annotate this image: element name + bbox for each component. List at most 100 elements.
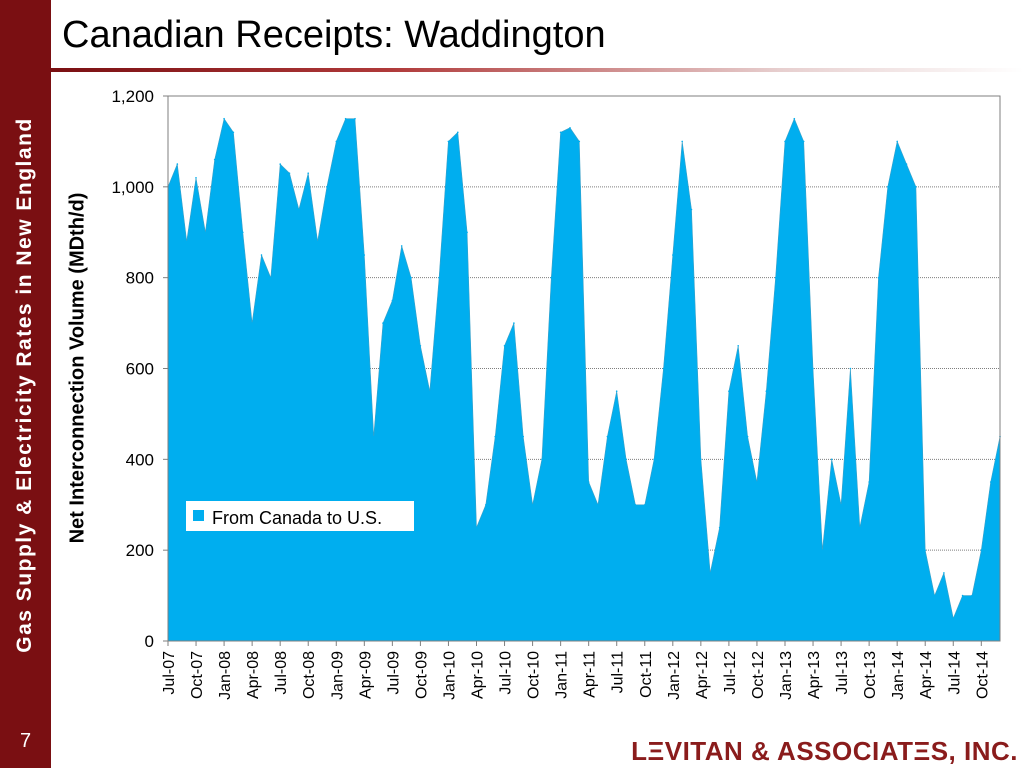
title-underline <box>51 68 1024 72</box>
x-tick-label: Jan-14 <box>890 651 907 700</box>
x-tick-label: Jan-10 <box>441 651 458 700</box>
x-tick-label: Jan-09 <box>329 651 346 700</box>
data-point <box>737 345 739 347</box>
legend-box <box>186 501 414 531</box>
y-tick-label: 800 <box>126 269 154 288</box>
data-point <box>905 163 908 165</box>
x-tick-label: Jan-12 <box>666 651 683 700</box>
data-point <box>606 435 609 438</box>
x-tick-label: Jul-12 <box>722 651 739 695</box>
sidebar: Gas Supply & Electricity Rates in New En… <box>0 0 51 768</box>
data-point <box>531 504 534 506</box>
x-tick-label: Jul-09 <box>385 651 402 695</box>
data-point <box>569 127 571 129</box>
x-tick-label: Apr-13 <box>806 651 823 699</box>
x-tick-label: Jan-13 <box>778 651 795 700</box>
x-tick-label: Apr-09 <box>357 651 374 699</box>
data-point <box>765 390 768 393</box>
data-point <box>774 276 777 279</box>
data-point <box>849 367 852 370</box>
slide-title: Canadian Receipts: Waddington <box>62 14 606 56</box>
x-tick-label: Jul-14 <box>946 651 963 695</box>
data-point <box>830 458 833 461</box>
data-point <box>400 245 403 247</box>
x-tick-label: Oct-12 <box>750 651 767 699</box>
data-point <box>316 240 319 243</box>
data-point <box>971 594 973 597</box>
data-point <box>559 131 562 134</box>
data-point <box>326 186 328 188</box>
data-point <box>503 345 506 347</box>
data-point <box>728 390 730 393</box>
data-point <box>522 435 524 438</box>
data-point <box>943 572 945 574</box>
data-point <box>644 504 646 506</box>
x-tick-label: Apr-14 <box>918 651 935 699</box>
data-point <box>924 549 926 551</box>
y-tick-label: 1,000 <box>111 178 154 197</box>
x-tick-label: Jan-08 <box>217 651 234 700</box>
data-point <box>961 594 964 597</box>
x-tick-label: Oct-14 <box>974 651 991 699</box>
data-point <box>288 172 291 174</box>
data-point <box>700 458 702 461</box>
data-point <box>372 435 375 438</box>
x-tick-label: Oct-10 <box>526 651 543 699</box>
x-tick-label: Apr-12 <box>694 651 711 699</box>
data-point <box>242 231 244 234</box>
x-tick-label: Oct-11 <box>638 651 655 698</box>
data-point <box>195 177 197 179</box>
series-area-from-canada <box>167 117 1001 642</box>
y-tick-label: 0 <box>145 632 154 651</box>
company-logo: LΞVITAN & ASSOCIATΞS, INC. <box>631 736 1018 766</box>
data-point <box>877 276 880 279</box>
data-point <box>382 322 384 324</box>
data-point <box>447 140 450 143</box>
x-tick-label: Jul-13 <box>834 651 851 695</box>
data-point <box>354 117 356 120</box>
x-tick-label: Oct-08 <box>301 651 318 699</box>
data-point <box>980 549 983 551</box>
x-tick-label: Jul-07 <box>161 651 178 695</box>
data-point <box>653 458 655 461</box>
data-point <box>457 131 459 134</box>
data-point <box>821 549 824 551</box>
data-point <box>718 526 721 529</box>
data-point <box>251 322 253 324</box>
data-point <box>587 481 590 483</box>
data-point <box>625 458 627 461</box>
page-number: 7 <box>19 730 32 752</box>
data-point <box>756 481 758 483</box>
data-point <box>915 186 917 188</box>
data-point <box>989 481 992 483</box>
x-tick-label: Apr-08 <box>245 651 262 699</box>
data-point <box>662 367 665 370</box>
data-point <box>952 617 955 620</box>
data-point <box>185 240 188 243</box>
data-point <box>213 158 216 161</box>
data-point <box>270 276 272 279</box>
x-tick-label: Jul-11 <box>610 651 627 693</box>
data-point <box>232 131 235 134</box>
y-tick-label: 1,200 <box>111 87 154 106</box>
data-point <box>391 299 394 302</box>
y-tick-label: 400 <box>126 450 154 469</box>
data-point <box>475 526 478 529</box>
data-point <box>672 254 674 256</box>
data-point <box>485 504 487 506</box>
data-point <box>550 276 553 279</box>
y-tick-label: 600 <box>126 360 154 379</box>
x-tick-label: Oct-13 <box>862 651 879 699</box>
data-point <box>802 140 805 143</box>
data-point <box>859 526 861 529</box>
data-point <box>541 458 543 461</box>
data-point <box>429 390 431 393</box>
data-point <box>615 390 618 393</box>
data-point <box>307 172 310 174</box>
data-point <box>746 435 749 438</box>
data-point <box>466 231 468 234</box>
data-point <box>578 140 581 143</box>
data-point <box>438 276 440 279</box>
data-point <box>279 163 282 165</box>
